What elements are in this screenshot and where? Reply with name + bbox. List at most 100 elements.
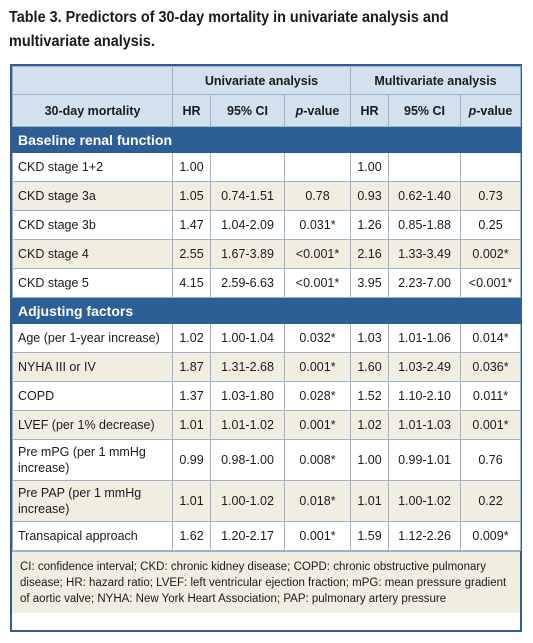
row-label: CKD stage 5 bbox=[12, 268, 173, 298]
cell-uni-p: 0.001* bbox=[284, 352, 351, 382]
cell-multi-hr: 2.16 bbox=[350, 239, 389, 269]
row-label: Age (per 1-year increase) bbox=[12, 323, 173, 353]
table-row: NYHA III or IV 1.87 1.31-2.68 0.001* 1.60 1.0… bbox=[12, 352, 522, 382]
cell-multi-p: 0.011* bbox=[459, 381, 522, 411]
header-uni-ci: 95% CI bbox=[210, 94, 285, 127]
cell-uni-hr: 0.99 bbox=[172, 439, 211, 481]
cell-uni-ci: 1.00-1.04 bbox=[210, 323, 285, 353]
cell-multi-ci: 1.01-1.06 bbox=[388, 323, 461, 353]
section-header-row: Adjusting factors bbox=[11, 297, 522, 324]
cell-multi-p: 0.76 bbox=[459, 439, 522, 481]
row-label: Pre mPG (per 1 mmHg increase) bbox=[12, 439, 173, 481]
cell-uni-hr: 2.55 bbox=[172, 239, 211, 269]
header-multi-p-italic: p bbox=[468, 103, 477, 118]
header-uni-p-italic: p bbox=[295, 103, 304, 118]
cell-multi-p: <0.001* bbox=[459, 268, 522, 298]
cell-uni-ci: 0.74-1.51 bbox=[210, 181, 285, 211]
header-univariate: Univariate analysis bbox=[172, 66, 351, 95]
header-row-label: 30-day mortality bbox=[12, 94, 173, 127]
cell-multi-p: 0.009* bbox=[459, 521, 522, 551]
cell-uni-ci: 1.00-1.02 bbox=[210, 480, 285, 522]
cell-uni-ci: 1.31-2.68 bbox=[210, 352, 285, 382]
cell-uni-hr: 1.62 bbox=[172, 521, 211, 551]
cell-uni-hr: 4.15 bbox=[172, 268, 211, 298]
cell-multi-hr: 1.03 bbox=[350, 323, 389, 353]
table-title: Table 3. Predictors of 30-day mortality … bbox=[9, 9, 449, 50]
header-blank bbox=[12, 66, 173, 95]
cell-multi-hr: 1.26 bbox=[350, 210, 389, 240]
row-label: CKD stage 1+2 bbox=[12, 152, 173, 182]
cell-uni-p: 0.001* bbox=[284, 521, 351, 551]
cell-uni-p: 0.008* bbox=[284, 439, 351, 481]
cell-multi-p: 0.002* bbox=[459, 239, 522, 269]
cell-uni-ci: 1.01-1.02 bbox=[210, 410, 285, 440]
header-row-columns: 30-day mortality HR 95% CI p-value HR 95… bbox=[12, 94, 522, 127]
cell-uni-p: 0.031* bbox=[284, 210, 351, 240]
cell-multi-p: 0.22 bbox=[459, 480, 522, 522]
section-title: Baseline renal function bbox=[11, 126, 522, 153]
cell-uni-ci bbox=[210, 152, 285, 182]
cell-uni-hr: 1.37 bbox=[172, 381, 211, 411]
cell-uni-p: <0.001* bbox=[284, 239, 351, 269]
table-row: LVEF (per 1% decrease) 1.01 1.01-1.02 0.001… bbox=[12, 410, 522, 440]
header-multi-hr: HR bbox=[350, 94, 389, 127]
row-label: Transapical approach bbox=[12, 521, 173, 551]
table-row: Pre mPG (per 1 mmHg increase) 0.99 0.98-1.… bbox=[12, 439, 522, 481]
cell-uni-hr: 1.01 bbox=[172, 410, 211, 440]
cell-uni-p bbox=[284, 152, 351, 182]
cell-uni-ci: 1.67-3.89 bbox=[210, 239, 285, 269]
cell-multi-hr: 1.00 bbox=[350, 152, 389, 182]
cell-uni-ci: 1.04-2.09 bbox=[210, 210, 285, 240]
section-title: Adjusting factors bbox=[11, 297, 522, 324]
footnote: CI: confidence interval; CKD: chronic ki… bbox=[12, 551, 520, 613]
cell-uni-ci: 1.03-1.80 bbox=[210, 381, 285, 411]
header-uni-p-rest: -value bbox=[303, 103, 340, 118]
row-label: COPD bbox=[12, 381, 173, 411]
cell-uni-ci: 2.59-6.63 bbox=[210, 268, 285, 298]
cell-multi-ci bbox=[388, 152, 461, 182]
row-label: Pre PAP (per 1 mmHg increase) bbox=[12, 480, 173, 522]
cell-multi-p: 0.036* bbox=[459, 352, 522, 382]
cell-uni-p: 0.032* bbox=[284, 323, 351, 353]
section-header-row: Baseline renal function bbox=[11, 126, 522, 153]
cell-multi-ci: 1.33-3.49 bbox=[388, 239, 461, 269]
table-row: CKD stage 5 4.15 2.59-6.63 <0.001* 3.95 2.23-… bbox=[12, 268, 522, 298]
cell-uni-p: 0.001* bbox=[284, 410, 351, 440]
cell-multi-p: 0.73 bbox=[459, 181, 522, 211]
header-multi-p-rest: -value bbox=[476, 103, 513, 118]
table-row: COPD 1.37 1.03-1.80 0.028* 1.52 1.10-2.10 0.01… bbox=[12, 381, 522, 411]
cell-uni-ci: 1.20-2.17 bbox=[210, 521, 285, 551]
table-row: CKD stage 3a 1.05 0.74-1.51 0.78 0.93 0.62-1.… bbox=[12, 181, 522, 211]
header-multivariate: Multivariate analysis bbox=[349, 66, 522, 95]
cell-multi-hr: 1.60 bbox=[350, 352, 389, 382]
cell-uni-hr: 1.00 bbox=[172, 152, 211, 182]
cell-uni-p: 0.028* bbox=[284, 381, 351, 411]
header-uni-p: p-value bbox=[284, 94, 351, 127]
cell-multi-ci: 1.10-2.10 bbox=[388, 381, 461, 411]
cell-uni-hr: 1.05 bbox=[172, 181, 211, 211]
cell-multi-ci: 0.99-1.01 bbox=[388, 439, 461, 481]
row-label: NYHA III or IV bbox=[12, 352, 173, 382]
table-row: CKD stage 4 2.55 1.67-3.89 <0.001* 2.16 1.33-… bbox=[12, 239, 522, 269]
table-row: Age (per 1-year increase) 1.02 1.00-1.04 0.… bbox=[12, 323, 522, 353]
cell-multi-hr: 0.93 bbox=[350, 181, 389, 211]
row-label: CKD stage 3b bbox=[12, 210, 173, 240]
cell-multi-ci: 0.85-1.88 bbox=[388, 210, 461, 240]
cell-multi-p bbox=[459, 152, 522, 182]
table-row: CKD stage 1+2 1.00 1.00 bbox=[12, 152, 522, 182]
cell-uni-p: <0.001* bbox=[284, 268, 351, 298]
cell-uni-p: 0.78 bbox=[284, 181, 351, 211]
cell-multi-hr: 1.02 bbox=[350, 410, 389, 440]
cell-uni-hr: 1.02 bbox=[172, 323, 211, 353]
mortality-table: Univariate analysis Multivariate analysi… bbox=[11, 66, 522, 551]
cell-multi-p: 0.25 bbox=[459, 210, 522, 240]
cell-multi-ci: 0.62-1.40 bbox=[388, 181, 461, 211]
cell-multi-hr: 1.01 bbox=[350, 480, 389, 522]
table-row: Transapical approach 1.62 1.20-2.17 0.001* 1… bbox=[12, 521, 522, 551]
table-row: CKD stage 3b 1.47 1.04-2.09 0.031* 1.26 0.85-… bbox=[12, 210, 522, 240]
cell-multi-p: 0.001* bbox=[459, 410, 522, 440]
cell-multi-hr: 1.52 bbox=[350, 381, 389, 411]
header-uni-hr: HR bbox=[172, 94, 211, 127]
cell-uni-hr: 1.01 bbox=[172, 480, 211, 522]
row-label: LVEF (per 1% decrease) bbox=[12, 410, 173, 440]
